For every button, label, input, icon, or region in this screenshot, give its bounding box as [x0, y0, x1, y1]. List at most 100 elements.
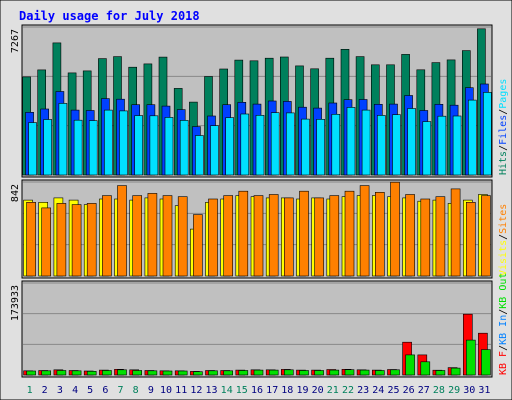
- x-tick-label-9: 9: [148, 385, 154, 396]
- x-tick-label-28: 28: [433, 385, 445, 396]
- x-tick-label-15: 15: [236, 385, 248, 396]
- hits-bar-pages-28: [437, 115, 447, 176]
- visits-legend-item-2: Sites: [498, 204, 509, 234]
- kbytes-legend-item-4: KB Out: [498, 273, 509, 309]
- hits-bar-pages-22: [346, 107, 356, 176]
- kbytes-legend-item-0: KB F: [498, 351, 509, 375]
- x-tick-label-13: 13: [205, 385, 217, 396]
- visits-legend: Visits/Sites: [498, 204, 509, 276]
- hits-bar-pages-19: [301, 118, 310, 176]
- kbytes-bar-kb-out-29: [450, 367, 461, 376]
- hits-bar-pages-1: [28, 122, 37, 176]
- kbytes-bar-kb-out-9: [147, 370, 158, 376]
- hits-bar-pages-13: [210, 125, 219, 176]
- kbytes-bar-kb-out-13: [208, 370, 218, 376]
- hits-bar-pages-6: [104, 109, 113, 176]
- kbytes-bar-kb-out-6: [102, 370, 112, 376]
- hits-bar-pages-25: [392, 114, 401, 176]
- kbytes-bar-kb-out-4: [71, 370, 82, 376]
- visits-bar-sites-18: [283, 197, 294, 277]
- hits-legend-item-0: Hits: [498, 151, 509, 175]
- hits-bar-pages-26: [407, 108, 416, 176]
- visits-bar-sites-28: [435, 196, 446, 277]
- visits-bar-sites-4: [71, 204, 82, 277]
- kbytes-bar-kb-out-12: [193, 371, 203, 376]
- kbytes-bar-kb-out-15: [238, 370, 249, 376]
- hits-legend-item-2: Files: [498, 115, 509, 145]
- kbytes-bar-kb-out-30: [465, 339, 476, 376]
- x-tick-label-14: 14: [221, 385, 233, 396]
- visits-bar-sites-25: [390, 181, 400, 277]
- kbytes-bar-kb-out-26: [405, 354, 415, 376]
- kbytes-legend-item-3: /: [498, 309, 509, 315]
- kbytes-bar-kb-out-2: [41, 370, 52, 376]
- hits-legend-item-3: /: [498, 109, 509, 115]
- visits-bar-sites-24: [374, 192, 385, 277]
- hits-bar-pages-12: [195, 135, 204, 176]
- kbytes-bar-kb-out-5: [86, 370, 97, 376]
- visits-panel: 842 Visits/Sites: [10, 179, 509, 279]
- kbytes-bar-kb-out-11: [177, 370, 188, 376]
- kbytes-bar-kb-out-1: [26, 370, 36, 376]
- hits-bar-pages-5: [88, 120, 98, 176]
- kbytes-bar-kb-out-7: [117, 369, 127, 376]
- hits-bar-pages-17: [270, 112, 280, 176]
- visits-bar-sites-5: [86, 203, 97, 277]
- visits-scale-label: 842: [10, 184, 21, 202]
- x-tick-label-17: 17: [266, 385, 278, 396]
- visits-bar-sites-16: [253, 195, 264, 277]
- x-tick-label-6: 6: [102, 385, 108, 396]
- hits-bar-pages-8: [134, 115, 143, 176]
- hits-bar-pages-11: [179, 120, 189, 176]
- hits-bar-pages-29: [452, 115, 462, 176]
- visits-bar-sites-9: [147, 193, 158, 277]
- x-tick-label-5: 5: [87, 385, 93, 396]
- hits-bar-pages-9: [149, 115, 159, 176]
- kbytes-bar-kb-out-22: [344, 369, 355, 376]
- visits-legend-item-0: Visits: [498, 240, 509, 276]
- visits-bar-sites-26: [405, 194, 415, 277]
- kbytes-bar-kb-out-27: [420, 361, 431, 376]
- x-tick-label-12: 12: [190, 385, 202, 396]
- kbytes-bar-kb-out-31: [481, 349, 491, 376]
- visits-bar-sites-10: [162, 195, 173, 277]
- visits-bar-sites-11: [177, 196, 188, 277]
- hits-bar-pages-30: [467, 99, 477, 176]
- kbytes-bar-kb-out-23: [359, 369, 370, 376]
- visits-bar-sites-17: [268, 194, 279, 277]
- x-tick-label-3: 3: [57, 385, 63, 396]
- hits-bar-pages-4: [73, 119, 83, 176]
- visits-bar-sites-12: [193, 214, 203, 277]
- x-tick-label-24: 24: [372, 385, 384, 396]
- x-tick-label-23: 23: [357, 385, 369, 396]
- x-tick-label-31: 31: [478, 385, 490, 396]
- kbytes-bar-kb-out-19: [299, 370, 309, 376]
- visits-bar-sites-20: [314, 197, 324, 277]
- x-tick-label-10: 10: [160, 385, 172, 396]
- kbytes-legend: KB F/KB In/KB Out: [498, 273, 509, 375]
- x-tick-label-29: 29: [448, 385, 460, 396]
- x-tick-label-30: 30: [463, 385, 475, 396]
- hits-bar-pages-14: [225, 117, 234, 176]
- kbytes-bar-kb-out-14: [223, 370, 233, 376]
- hits-bar-pages-2: [43, 119, 53, 176]
- visits-bar-sites-3: [56, 203, 67, 277]
- x-tick-label-25: 25: [387, 385, 399, 396]
- hits-scale-label: 7267: [10, 29, 21, 53]
- visits-bar-sites-13: [208, 198, 218, 277]
- visits-bar-sites-19: [299, 190, 309, 277]
- hits-bar-pages-27: [422, 121, 432, 176]
- kbytes-legend-item-1: /: [498, 345, 509, 351]
- x-tick-label-4: 4: [72, 385, 78, 396]
- visits-bar-sites-8: [132, 195, 142, 277]
- x-tick-label-20: 20: [312, 385, 324, 396]
- hits-bar-pages-7: [119, 110, 128, 176]
- visits-bar-sites-30: [465, 202, 476, 277]
- visits-bar-sites-27: [420, 198, 431, 277]
- hits-bar-pages-23: [361, 109, 371, 176]
- hits-bar-pages-18: [285, 112, 295, 176]
- kbytes-bar-kb-out-8: [132, 370, 142, 376]
- visits-bar-sites-21: [329, 195, 340, 277]
- kbytes-bar-kb-out-20: [314, 370, 324, 376]
